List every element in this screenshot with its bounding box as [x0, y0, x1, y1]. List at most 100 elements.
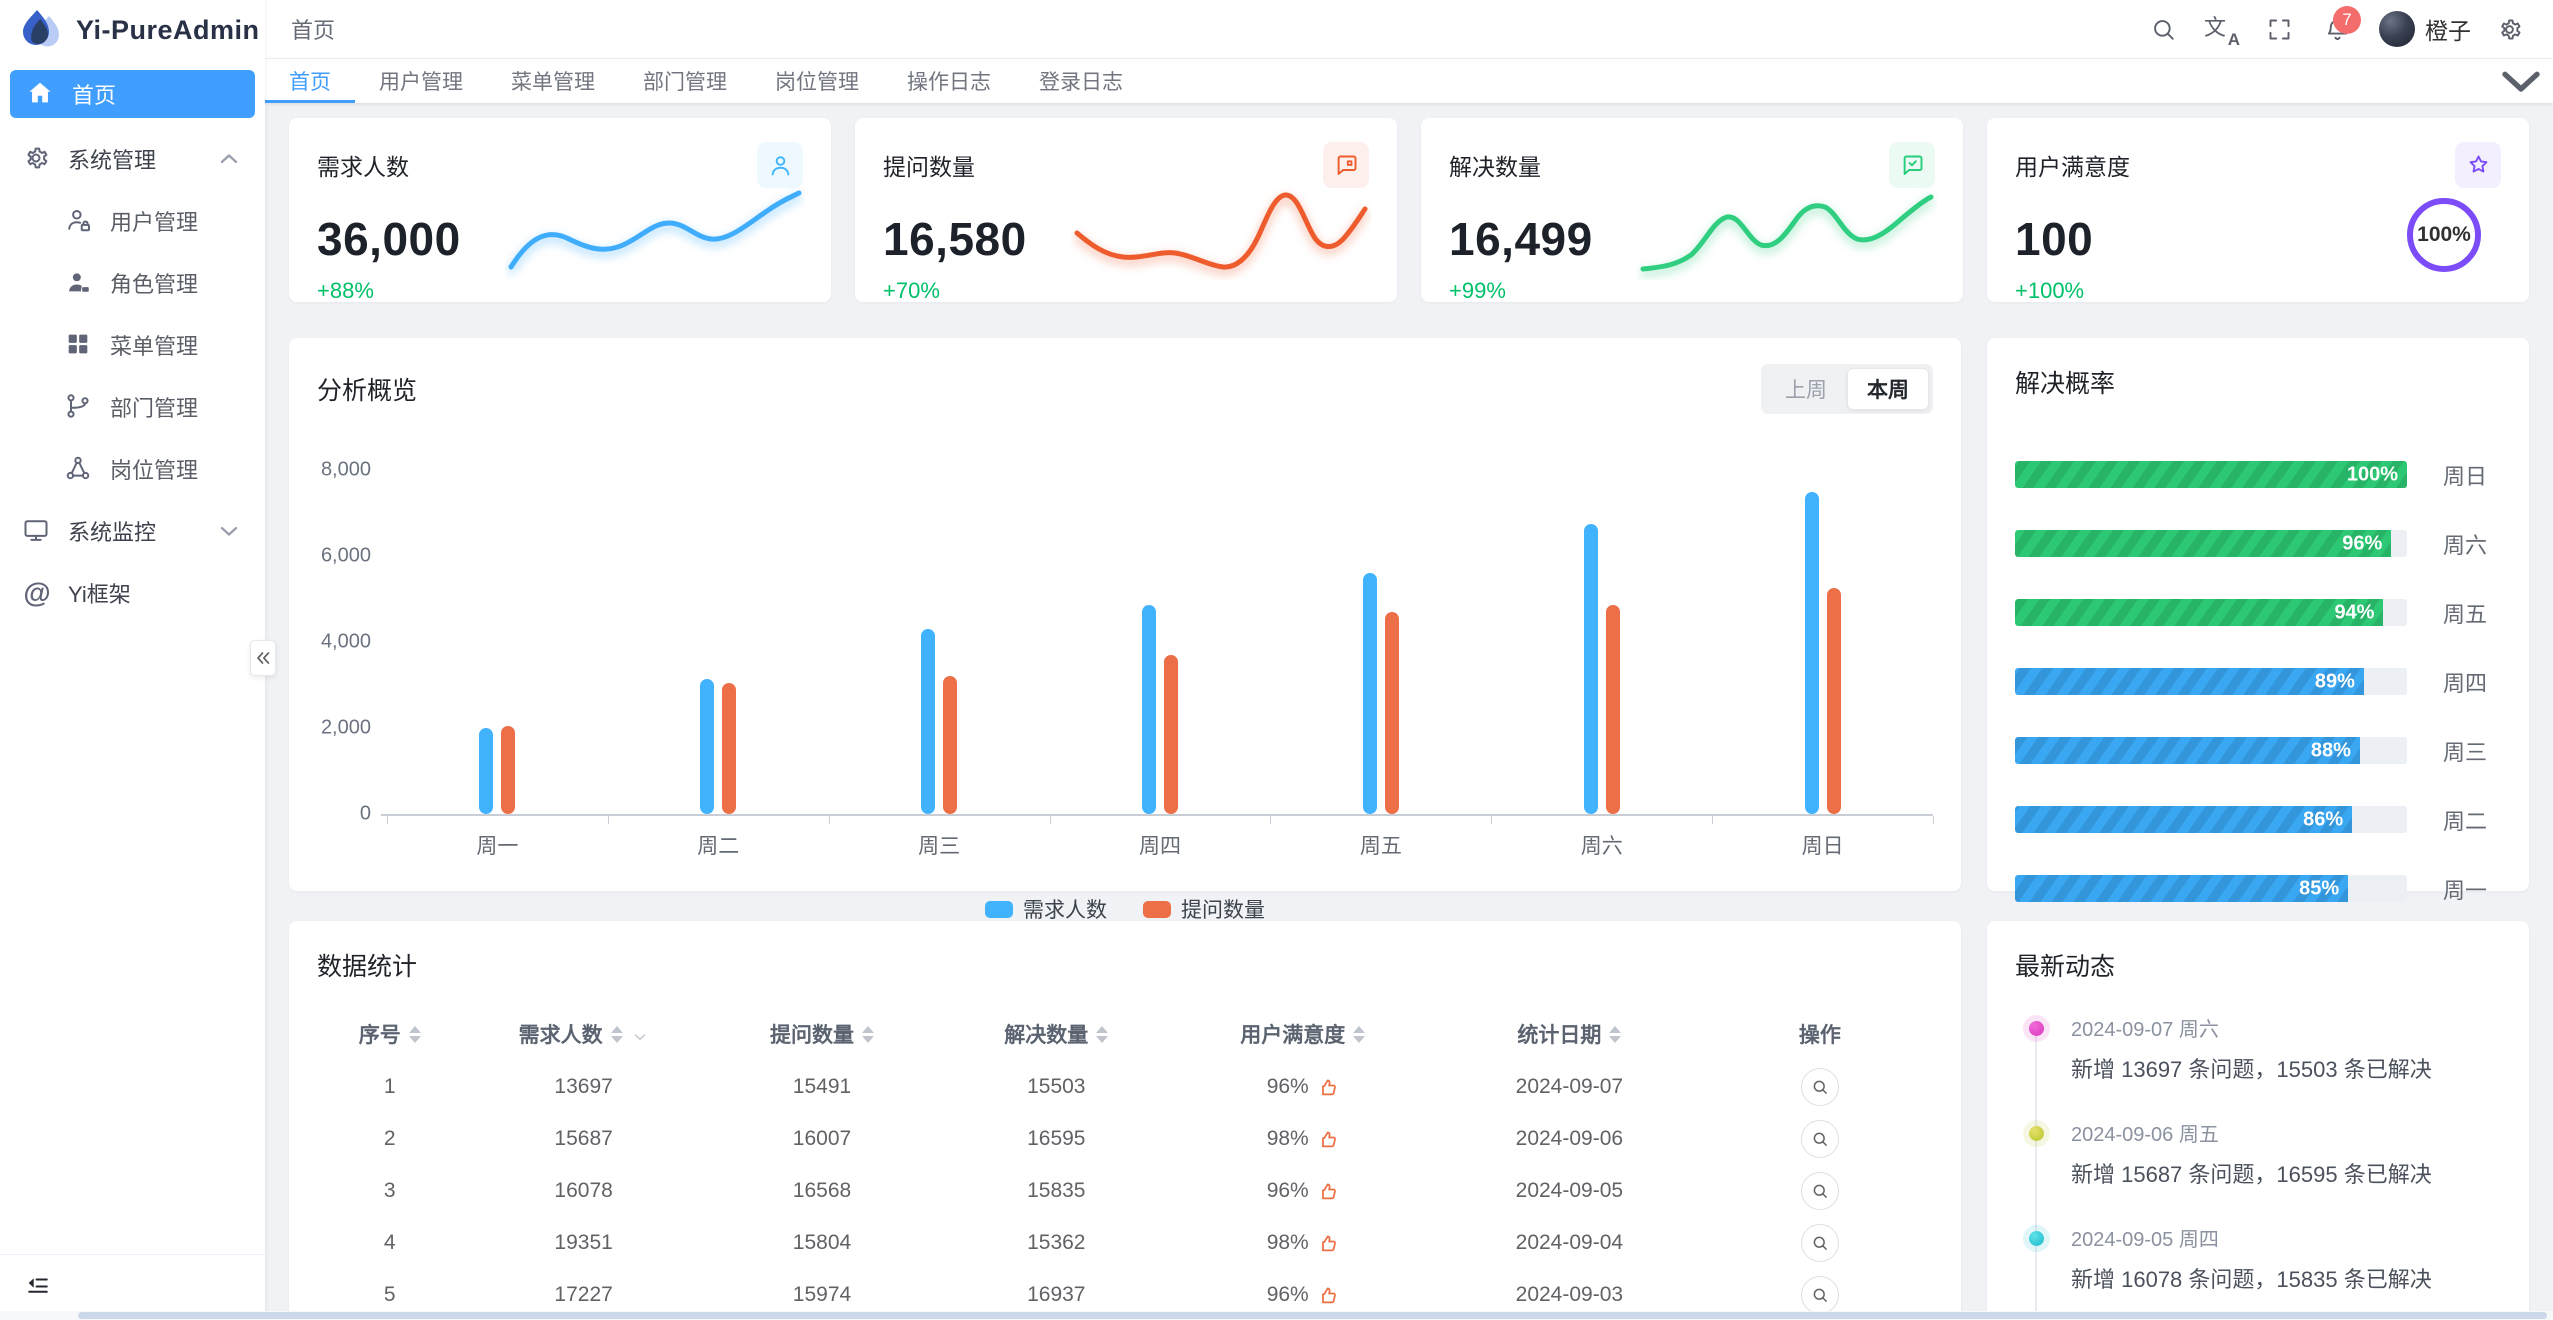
avatar[interactable]: [2379, 11, 2415, 47]
stat-delta: +88%: [317, 278, 374, 303]
bar-需求人数-周一: [479, 728, 494, 814]
bar-group-周五: [1270, 470, 1491, 814]
search-button[interactable]: [2137, 0, 2189, 58]
x-label-周六: 周六: [1580, 835, 1623, 858]
main-area: 首页 文 A 7 橙子 首页 用户管理 菜单管理 部门管理 岗位管理 操作日志 登录日志: [265, 0, 2553, 1320]
notifications-button[interactable]: 7: [2311, 0, 2363, 58]
chart-legend: 需求人数 提问数量: [317, 894, 1933, 924]
message-check-icon: [1903, 155, 1922, 175]
chart-x-axis-labels: 周一 周二 周三 周四 周五 周六 周日: [387, 830, 1933, 860]
dept-icon: [67, 394, 89, 418]
timeline-date: 2024-09-05 周四: [2071, 1229, 2219, 1251]
sidebar-item-label: 菜单管理: [110, 334, 199, 359]
sort-carets[interactable]: [1096, 1025, 1109, 1043]
translate-icon: 文 A: [2204, 15, 2240, 49]
tag-菜单管理[interactable]: 菜单管理: [511, 71, 595, 94]
content: 需求人数 36,000 +88% 提问数量 16,580 +70% 解决数量 16,499 +9…: [265, 102, 2553, 1320]
tag-登录日志[interactable]: 登录日志: [1039, 71, 1123, 94]
progress-track: 85%: [2015, 875, 2407, 902]
sparkline-blue: [508, 190, 802, 270]
sidebar-item-Yi框架[interactable]: @ Yi框架: [0, 562, 265, 624]
column-header-序号[interactable]: 序号: [317, 1007, 462, 1061]
sidebar-item-首页[interactable]: 首页: [10, 70, 255, 118]
settings-button[interactable]: [2483, 0, 2535, 58]
progress-day-label: 周四: [2443, 670, 2488, 696]
bar-需求人数-周六: [1583, 524, 1598, 814]
toggle-本周[interactable]: 本周: [1847, 368, 1929, 410]
tag-用户管理[interactable]: 用户管理: [379, 71, 463, 94]
sort-carets[interactable]: [1609, 1025, 1622, 1043]
stat-cards-row: 需求人数 36,000 +88% 提问数量 16,580 +70% 解决数量 16,499 +9…: [289, 118, 2529, 303]
legend-item-需求人数[interactable]: 需求人数: [985, 894, 1107, 924]
bar-提问数量-周五: [1384, 612, 1399, 814]
translate-button[interactable]: 文 A: [2195, 0, 2247, 58]
horizontal-scrollbar-thumb[interactable]: [78, 1312, 2547, 1319]
sidebar-item-岗位管理[interactable]: 岗位管理: [0, 438, 265, 500]
stat-card-提问数量: 提问数量 16,580 +70%: [855, 118, 1397, 303]
timeline-item: 2024-09-05 周四 新增 16078 条问题，15835 条已解决: [2029, 1223, 2501, 1320]
sort-carets[interactable]: [1353, 1025, 1366, 1043]
column-header-解决数量[interactable]: 解决数量: [939, 1007, 1173, 1061]
role-icon: [69, 273, 89, 292]
sidebar-item-菜单管理[interactable]: 菜单管理: [0, 314, 265, 376]
row-detail-button[interactable]: [1800, 1068, 1839, 1106]
x-axis-tick: [1270, 816, 1272, 824]
satisfaction-ring: 100%: [2407, 198, 2481, 272]
column-header-统计日期[interactable]: 统计日期: [1432, 1007, 1707, 1061]
sort-carets[interactable]: [610, 1025, 623, 1043]
progress-day-label: 周六: [2443, 532, 2488, 558]
row-detail-button[interactable]: [1800, 1224, 1839, 1262]
progress-day-label: 周日: [2443, 463, 2488, 489]
table-row-2: 2 15687 16007 16595 98% 2024-09-06: [317, 1113, 1933, 1165]
sidebar-item-label: 系统管理: [68, 148, 157, 173]
legend-item-提问数量[interactable]: 提问数量: [1143, 894, 1265, 924]
sort-carets[interactable]: [408, 1025, 421, 1043]
sidebar-item-系统监控[interactable]: 系统监控: [0, 500, 265, 562]
bar-提问数量-周三: [943, 676, 958, 814]
toggle-上周[interactable]: 上周: [1785, 379, 1827, 402]
tag-操作日志[interactable]: 操作日志: [907, 71, 991, 94]
progress-fill: 96%: [2015, 530, 2392, 557]
fullscreen-button[interactable]: [2253, 0, 2305, 58]
sidebar-footer-collapse[interactable]: [0, 1254, 265, 1310]
progress-day-label: 周三: [2443, 739, 2488, 765]
bar-chart: 0 2,000 4,000 6,000 8,000: [317, 459, 1934, 825]
chevron-down-icon: [220, 527, 238, 536]
tag-岗位管理[interactable]: 岗位管理: [775, 71, 859, 94]
tag-首页[interactable]: 首页: [265, 59, 355, 103]
timeline: 2024-09-07 周六 新增 13697 条问题，15503 条已解决 2024…: [2015, 1013, 2501, 1320]
app-logo[interactable]: Yi-PureAdmin: [0, 0, 265, 60]
sidebar-item-部门管理[interactable]: 部门管理: [0, 376, 265, 438]
analysis-overview-card: 分析概览 上周 本周 0 2,000 4,000 6,000 8,000 周一 周二 周三 周四…: [289, 338, 1961, 922]
stat-value: 16,580: [883, 213, 1027, 265]
y-tick-label: 2,000: [320, 716, 371, 739]
sidebar-item-label: 岗位管理: [110, 458, 199, 483]
bar-group-周四: [1050, 470, 1271, 814]
bar-group-周六: [1491, 470, 1712, 814]
sidebar-item-角色管理[interactable]: 角色管理: [0, 252, 265, 314]
table-row-3: 3 16078 16568 15835 96% 2024-09-05: [317, 1165, 1933, 1217]
sidebar-collapse-handle[interactable]: [250, 640, 276, 676]
column-header-提问数量[interactable]: 提问数量: [705, 1007, 939, 1061]
stat-label: 用户满意度: [2015, 154, 2130, 180]
row-detail-button[interactable]: [1800, 1276, 1839, 1314]
stat-card-用户满意度: 用户满意度 100 +100% 100%: [1987, 118, 2529, 303]
x-axis-tick: [607, 816, 609, 824]
bar-提问数量-周四: [1164, 655, 1178, 814]
progress-fill: 85%: [2015, 875, 2349, 902]
column-header-需求人数[interactable]: 需求人数: [462, 1007, 704, 1061]
user-icon-tile: [757, 142, 803, 188]
bar-需求人数-周三: [921, 629, 936, 814]
user-icon: [771, 155, 789, 175]
column-header-用户满意度[interactable]: 用户满意度: [1173, 1007, 1432, 1061]
sidebar-item-用户管理[interactable]: 用户管理: [0, 190, 265, 252]
sidebar-item-label: 系统监控: [68, 520, 157, 545]
user-lock-icon: [68, 210, 90, 232]
row-detail-button[interactable]: [1800, 1120, 1839, 1158]
sort-carets[interactable]: [861, 1025, 874, 1043]
progress-percent: 100%: [2346, 463, 2398, 485]
row-detail-button[interactable]: [1800, 1172, 1839, 1210]
tag-部门管理[interactable]: 部门管理: [643, 71, 727, 94]
sidebar-item-系统管理[interactable]: 系统管理: [0, 128, 265, 190]
tags-menu-button[interactable]: [2489, 59, 2553, 103]
